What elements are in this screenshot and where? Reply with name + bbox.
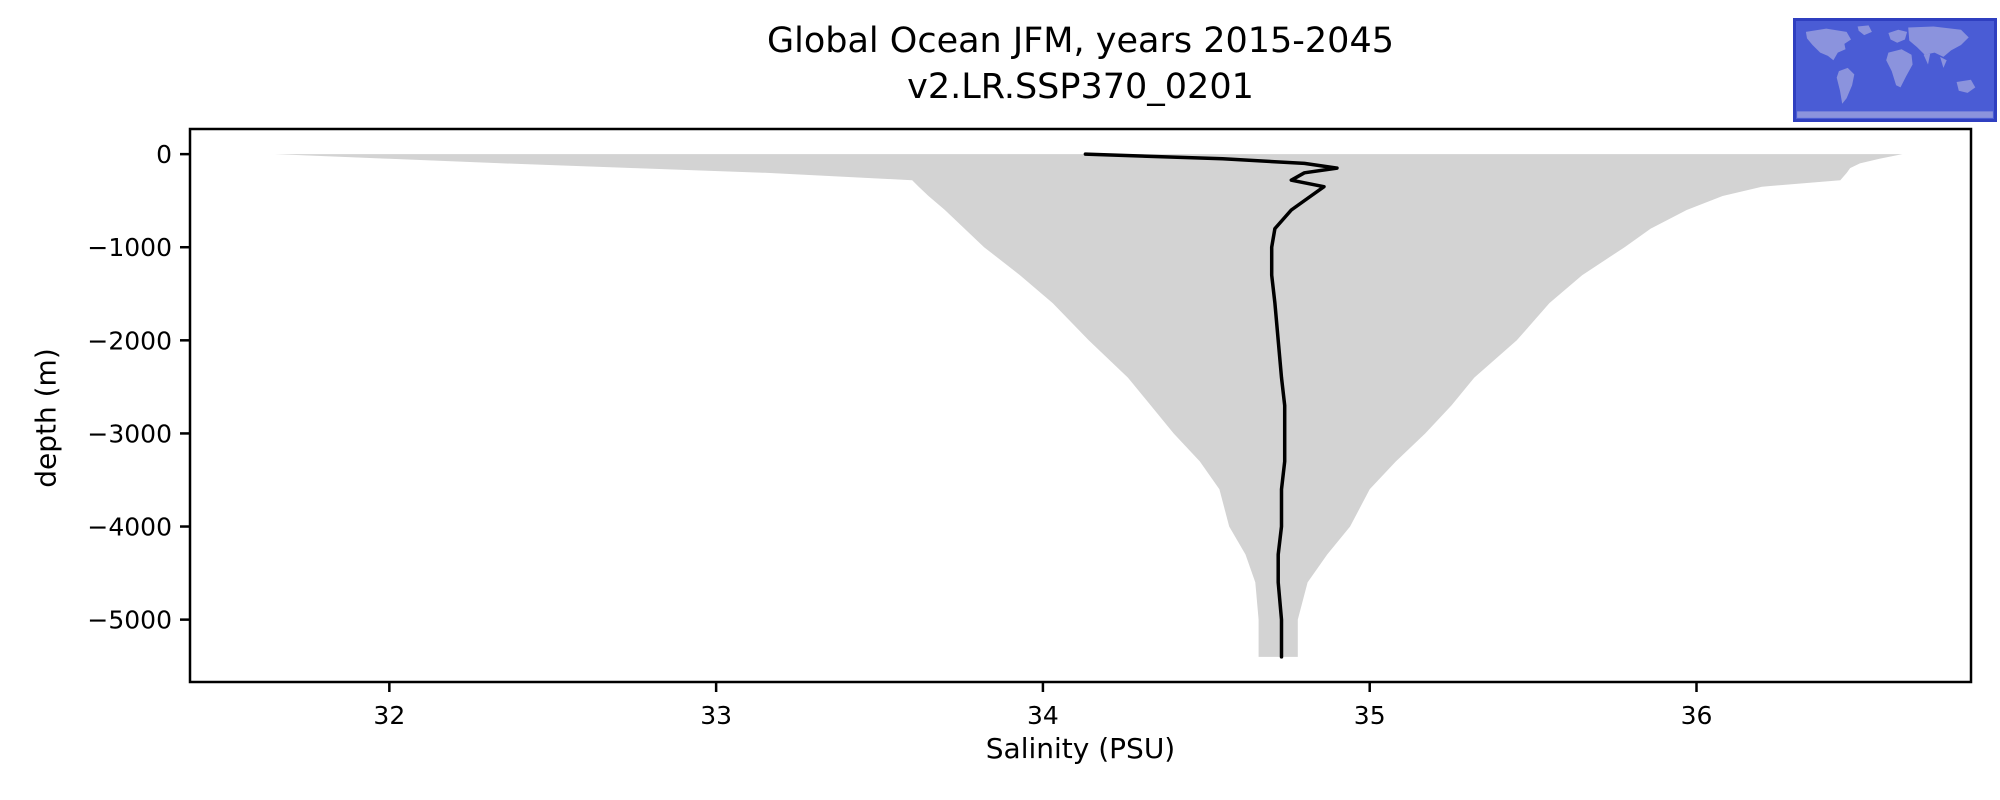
chart-title-line1: Global Ocean JFM, years 2015-2045 — [767, 21, 1394, 61]
y-tick-label: −5000 — [87, 606, 172, 635]
y-tick-label: −1000 — [87, 233, 172, 262]
x-tick-label: 35 — [1354, 701, 1386, 730]
antarctica-landmass — [1797, 111, 1993, 118]
southeast-asia-landmass — [1940, 56, 1947, 68]
north-america-landmass — [1805, 28, 1851, 61]
chart-title: Global Ocean JFM, years 2015-2045 v2.LR.… — [190, 18, 1971, 110]
x-axis-label: Salinity (PSU) — [985, 732, 1176, 765]
axes-spines — [188, 127, 1973, 684]
y-tick-label: −4000 — [87, 513, 172, 542]
x-tick-label: 34 — [1027, 701, 1059, 730]
y-tick-label: −3000 — [87, 419, 172, 448]
y-axis-label: depth (m) — [29, 348, 63, 488]
africa-landmass — [1886, 49, 1913, 88]
world-map-inset — [1793, 18, 1997, 122]
y-tick-label: 0 — [156, 140, 172, 169]
map-continents — [1797, 25, 1993, 118]
x-tick-label: 36 — [1681, 701, 1713, 730]
mean-salinity-line — [1083, 152, 1339, 659]
x-tick-label: 33 — [700, 701, 732, 730]
south-america-landmass — [1836, 67, 1855, 104]
europe-landmass — [1888, 29, 1908, 43]
asia-landmass — [1908, 26, 1969, 57]
world-map-svg — [1796, 21, 1994, 119]
chart-title-line2: v2.LR.SSP370_0201 — [907, 67, 1254, 107]
x-tick-label: 32 — [373, 701, 405, 730]
greenland-landmass — [1857, 25, 1872, 36]
australia-landmass — [1956, 79, 1976, 93]
salinity-range-envelope — [275, 154, 1903, 657]
india-landmass — [1923, 53, 1931, 65]
y-tick-label: −2000 — [87, 326, 172, 355]
